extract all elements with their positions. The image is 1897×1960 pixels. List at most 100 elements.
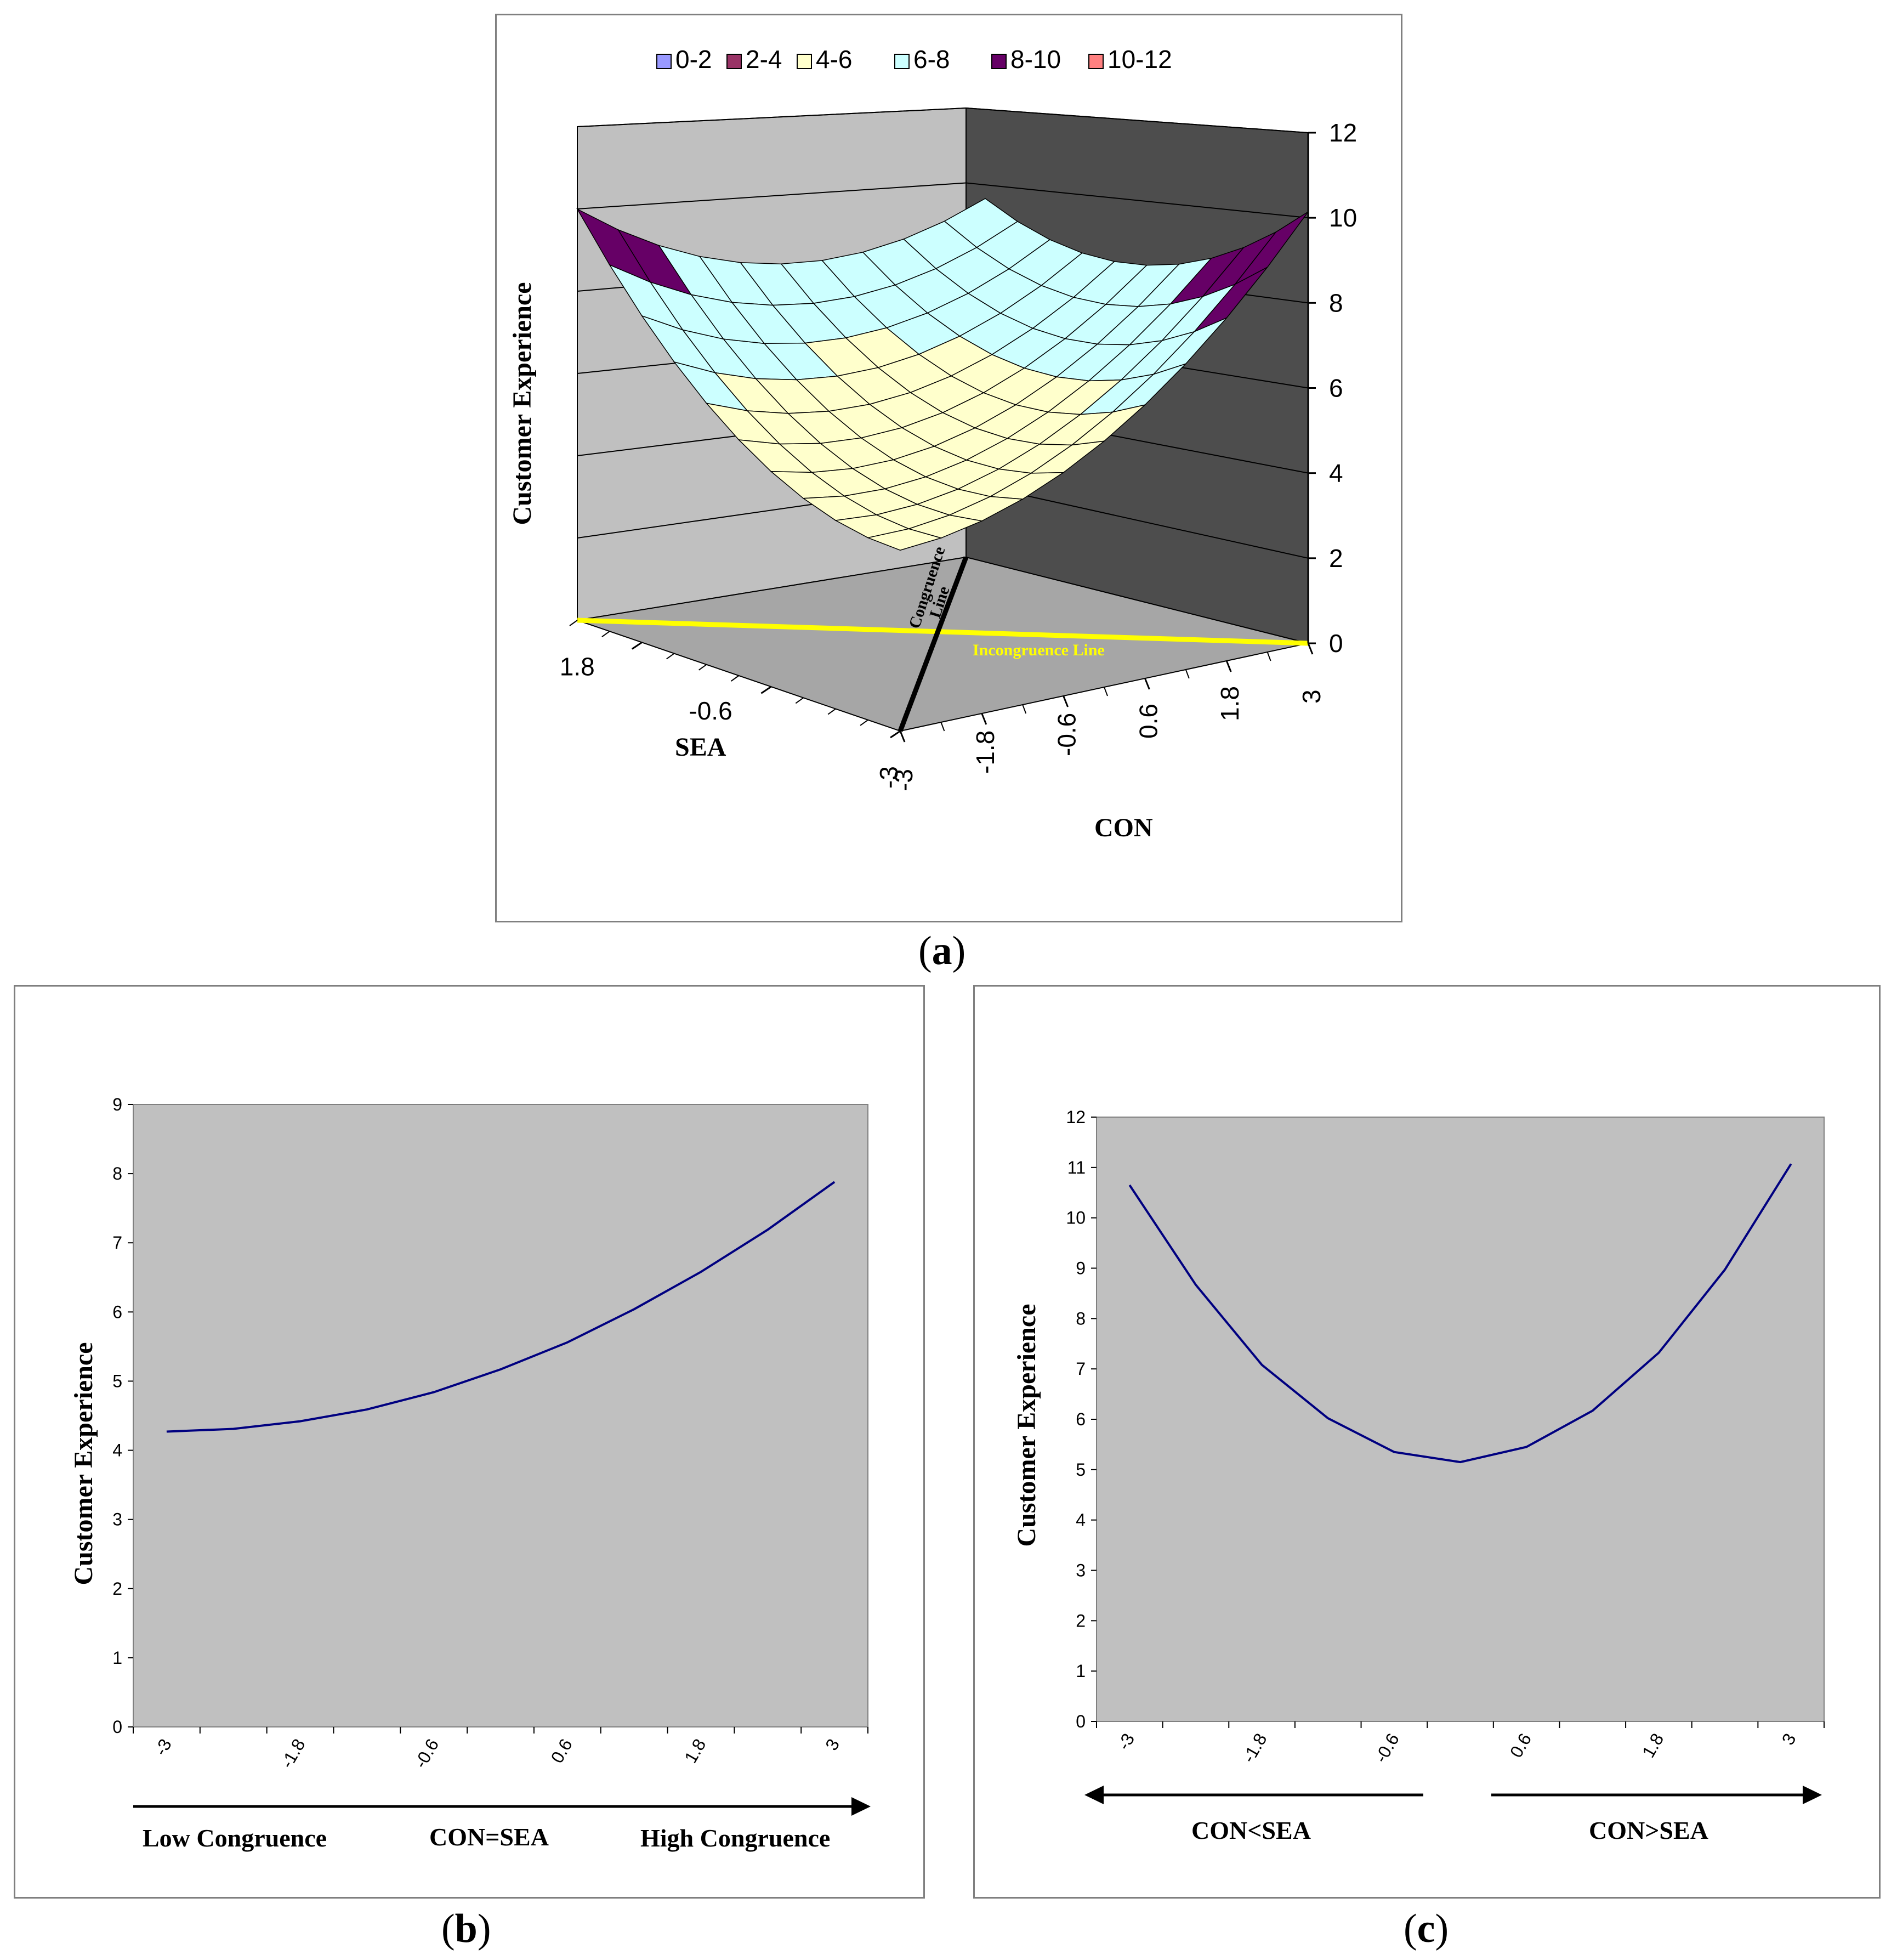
legend-swatch [656,54,672,69]
con-minor-tick [1063,695,1067,705]
series-line [1128,1163,1792,1464]
con-minor-tick [1185,669,1190,679]
y-tick-label: 9 [1076,1259,1086,1278]
x-tick-label: 3 [1778,1730,1800,1748]
x-tick-label: -3 [1114,1730,1138,1754]
sea-minor-tick [698,664,707,671]
sea-minor-tick [569,620,578,626]
y-tick-label: 5 [1076,1460,1086,1480]
z-tick-label: 0 [1329,629,1343,658]
z-ticks: 0 2 4 6 8 10 12 [1308,118,1357,658]
y-tick-label: 0 [1076,1712,1086,1731]
legend-label: 8-10 [1010,45,1061,73]
z-tick-label: 6 [1329,374,1343,403]
x-ticks: -3 -1.8 -0.6 0.6 1.8 3 [1096,1721,1825,1766]
sea-ticks: -3 -0.6 1.8 [560,620,903,789]
z-tick-label: 2 [1329,544,1343,573]
con-tick-label: 0.6 [1134,704,1162,739]
legend-swatch [797,54,812,69]
con-minor-tick [1022,704,1027,714]
con-tick-label: -1.8 [971,730,999,774]
con-less-sea-label: CON<SEA [1191,1816,1311,1844]
legend-label: 0-2 [675,45,712,73]
con-minor-tick [1104,687,1108,696]
congruence-line [898,556,969,732]
panel-c: 0 1 2 3 4 5 6 7 8 9 10 11 12 -3 -1.8 -0.6 0.6 1.8 3 Custo… [973,985,1881,1899]
con-tick-label: 3 [1297,689,1326,704]
left-arrow-head [1084,1786,1104,1804]
gridline [577,107,1309,133]
sea-minor-tick [763,686,771,693]
y-tick-label: 3 [1076,1561,1086,1581]
sea-minor-tick [827,708,836,715]
y-axis-label: Customer Experience [69,1342,98,1585]
legend-swatch [726,54,742,69]
con-tick-label: -3 [889,769,918,791]
y-tick-label: 8 [112,1164,122,1183]
y-tick-label: 4 [112,1441,122,1460]
legend-swatch [991,54,1007,69]
y-tick-label: 0 [112,1717,122,1737]
sea-minor-tick [601,631,610,638]
y-tick-label: 9 [112,1095,122,1114]
x-tick-label: 3 [821,1736,843,1754]
caption-b: (b) [441,1906,491,1951]
low-congruence-label: Low Congruence [143,1824,327,1852]
y-ticks: 0 1 2 3 4 5 6 7 8 9 [112,1095,133,1737]
caption-c: (c) [1404,1906,1449,1951]
y-tick-label: 7 [1076,1359,1086,1379]
legend-label: 6-8 [913,45,950,73]
y-tick-label: 12 [1066,1107,1086,1127]
x-tick-label: -1.8 [1239,1730,1271,1766]
y-tick-label: 7 [112,1233,122,1253]
con-minor-tick [1266,652,1271,661]
legend-swatch [894,54,910,69]
surface-chart: 0-2 2-4 4-6 6-8 8-10 10-12 CongruenceLine Inc… [508,45,1357,842]
x-tick-label: 1.8 [680,1736,709,1767]
panel-b: 0 1 2 3 4 5 6 7 8 9 -3 -1.8 -0.6 0.6 1.8 3 Customer Ex… [14,985,925,1899]
panel-a: 0-2 2-4 4-6 6-8 8-10 10-12 CongruenceLine Inc… [495,14,1402,922]
y-tick-label: 1 [112,1648,122,1668]
high-congruence-label: High Congruence [640,1824,830,1852]
sea-tick-label: -0.6 [689,696,732,725]
y-tick-label: 6 [1076,1409,1086,1429]
con-equals-sea-label: CON=SEA [429,1823,549,1851]
sea-minor-tick [892,730,901,737]
y-tick-label: 2 [1076,1611,1086,1630]
line-chart-b: 0 1 2 3 4 5 6 7 8 9 -3 -1.8 -0.6 0.6 1.8 3 Customer Ex… [69,1095,871,1852]
con-tick-label: 1.8 [1216,686,1244,721]
sea-minor-tick [795,697,804,704]
x-tick-label: -0.6 [410,1736,442,1772]
sea-minor-tick [860,719,868,726]
x-tick-label: 0.6 [547,1736,576,1767]
con-minor-tick [900,730,904,740]
series-line [166,1181,836,1433]
con-minor-tick [940,722,945,732]
plot-area [1096,1117,1825,1722]
y-tick-label: 10 [1066,1208,1086,1228]
x-tick-label: -0.6 [1371,1730,1403,1766]
con-greater-sea-label: CON>SEA [1589,1816,1708,1844]
con-ticks: -3 -1.8 -0.6 0.6 1.8 3 [889,643,1326,791]
right-arrow-head [1803,1786,1822,1804]
con-minor-tick [1226,660,1231,670]
y-tick-label: 11 [1067,1158,1086,1177]
caption-a: (a) [918,928,966,973]
y-tick-label: 3 [112,1510,122,1530]
surface-cell [866,528,943,551]
sea-minor-tick [666,653,675,660]
con-axis-label: CON [1094,813,1153,842]
z-tick-label: 8 [1329,288,1343,317]
sea-axis-label: SEA [675,733,726,762]
con-minor-tick [981,713,986,723]
legend-label: 4-6 [816,45,852,73]
y-tick-label: 5 [112,1371,122,1391]
arrow-head [851,1797,871,1816]
x-tick-label: 1.8 [1638,1730,1667,1761]
legend-label: 10-12 [1107,45,1172,73]
legend-label: 2-4 [746,45,782,73]
con-tick-label: -0.6 [1053,713,1081,756]
con-minor-tick [1308,643,1312,653]
x-tick-label: 0.6 [1506,1730,1535,1761]
